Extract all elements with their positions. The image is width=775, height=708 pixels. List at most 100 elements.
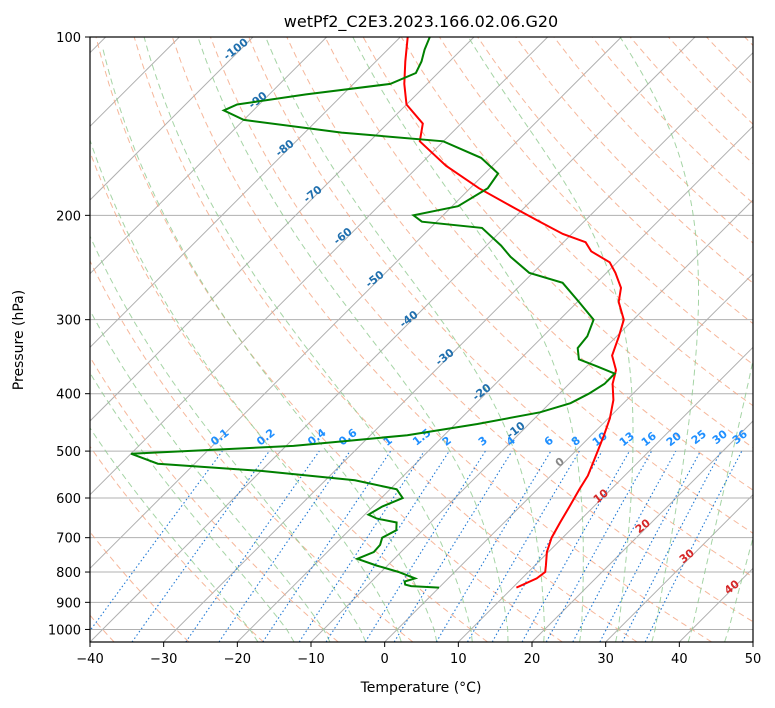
x-tick-label: 20 [524, 652, 541, 667]
mixing-ratio-line [325, 450, 450, 642]
isotherm-line [163, 51, 753, 642]
moist-adiabat-line [352, 37, 584, 642]
dry-adiabat-line [133, 37, 638, 642]
mixing-ratio-label: 6 [542, 434, 556, 449]
isotherm-line [90, 37, 328, 275]
mixing-ratio-label: 3 [476, 434, 490, 449]
mixing-ratio-line [218, 450, 351, 642]
dry-adiabat-line [553, 37, 753, 244]
dry-adiabat-line [90, 150, 488, 642]
y-tick-label: 700 [56, 532, 81, 547]
dry-adiabat-label: -80 [273, 137, 297, 160]
moist-adiabat-label: 40 [722, 577, 742, 597]
x-tick-label: −10 [297, 652, 324, 667]
mixing-ratio-line [393, 450, 513, 642]
dry-adiabat-label: -40 [397, 308, 421, 331]
dry-adiabat-line [248, 37, 753, 578]
x-tick-label: −20 [224, 652, 251, 667]
moist-adiabat-label: 30 [677, 546, 697, 566]
mixing-ratio-label: 1.5 [410, 426, 433, 448]
mixing-ratio-line [545, 450, 653, 642]
dry-adiabat-label: -30 [433, 346, 457, 369]
plot-frame [89, 36, 754, 643]
x-tick-label: −30 [150, 652, 177, 667]
y-tick-label: 300 [56, 314, 81, 329]
mixing-ratio-label: 0.6 [336, 426, 360, 448]
isotherm-line [90, 37, 696, 642]
isotherm-line [90, 37, 401, 349]
moist-adiabat-line [90, 138, 402, 642]
isotherm-line [90, 37, 549, 496]
mixing-ratio-line [90, 450, 223, 632]
mixing-ratio-line [262, 450, 392, 642]
moist-adiabat-label: 20 [633, 516, 653, 536]
mixing-ratio-line [435, 450, 552, 642]
mixing-ratio-label: 25 [689, 427, 709, 447]
moist-adiabat-label: 10 [591, 486, 611, 506]
x-tick-label: 0 [381, 652, 389, 667]
isotherm-line [90, 37, 622, 570]
dry-adiabat-label: -50 [363, 268, 387, 291]
dry-adiabat-label: -100 [221, 35, 251, 62]
mixing-ratio-line [298, 450, 425, 642]
isotherm-line [90, 37, 475, 422]
y-tick-label: 800 [56, 566, 81, 581]
isotherm-line [678, 567, 753, 642]
mixing-ratio-label: 30 [710, 427, 730, 447]
isotherm-line [236, 125, 753, 642]
moist-adiabat-line [197, 37, 509, 642]
dry-adiabat-label: -70 [301, 183, 325, 206]
mixing-ratio-line [599, 450, 701, 642]
isotherm-line [605, 493, 753, 642]
profile-lines [130, 37, 625, 589]
dry-adiabat-line [706, 37, 753, 86]
isotherm-line [752, 641, 753, 642]
y-tick-label: 100 [56, 31, 81, 46]
dry-adiabat-line [286, 37, 753, 534]
mixing-ratio-label: 0.2 [254, 426, 277, 448]
y-tick-label: 600 [56, 492, 81, 507]
isotherm-line [90, 37, 254, 201]
y-tick-label: 1000 [48, 623, 81, 638]
isotherm-line [310, 199, 753, 642]
dry-adiabat-label: -60 [331, 225, 355, 248]
x-axis-label: Temperature (°C) [360, 680, 482, 696]
mixing-ratio-label: 13 [617, 429, 637, 449]
dry-adiabat-line [90, 356, 339, 642]
moist-adiabat-line [90, 309, 331, 642]
dry-adiabat-line [171, 37, 712, 642]
x-tick-label: −40 [76, 652, 103, 667]
x-tick-label: 40 [671, 652, 688, 667]
x-tick-label: 30 [597, 652, 614, 667]
y-tick-label: 200 [56, 209, 81, 224]
dry-adiabat-line [515, 37, 753, 284]
mixing-ratio-line [185, 450, 320, 642]
moist-adiabat-line [687, 358, 753, 642]
mixing-ratio-line [131, 450, 270, 642]
dry-adiabat-line [210, 37, 753, 623]
axes: −40 −30 −20 −10 0 10 20 30 40 5010020030040050060… [48, 31, 761, 667]
isotherm-line [457, 346, 753, 642]
dry-adiabat-line [324, 37, 753, 491]
mixing-ratio-label: 20 [664, 429, 684, 449]
dry-adiabat-line [95, 37, 563, 642]
isotherm-line [531, 420, 753, 642]
chart-title: wetPf2_C2E3.2023.166.02.06.G20 [284, 12, 558, 32]
y-tick-label: 900 [56, 596, 81, 611]
dry-adiabat-label: -20 [470, 381, 494, 404]
x-tick-label: 10 [450, 652, 467, 667]
mixing-ratio-label: 2 [440, 434, 454, 449]
mixing-ratio-line [572, 450, 677, 642]
moist-adiabat-line [90, 371, 295, 642]
mixing-ratio-label: 16 [639, 429, 659, 449]
dry-adiabat-line [90, 531, 190, 642]
isotherm-line [384, 272, 753, 642]
y-tick-label: 400 [56, 388, 81, 403]
temperature-profile-line [403, 37, 625, 589]
mixing-ratio-line [364, 450, 486, 642]
background-lines [90, 37, 753, 642]
moist-adiabat-line [467, 37, 634, 642]
moist-adiabat-line [265, 37, 546, 642]
moist-adiabat-line [724, 536, 753, 642]
